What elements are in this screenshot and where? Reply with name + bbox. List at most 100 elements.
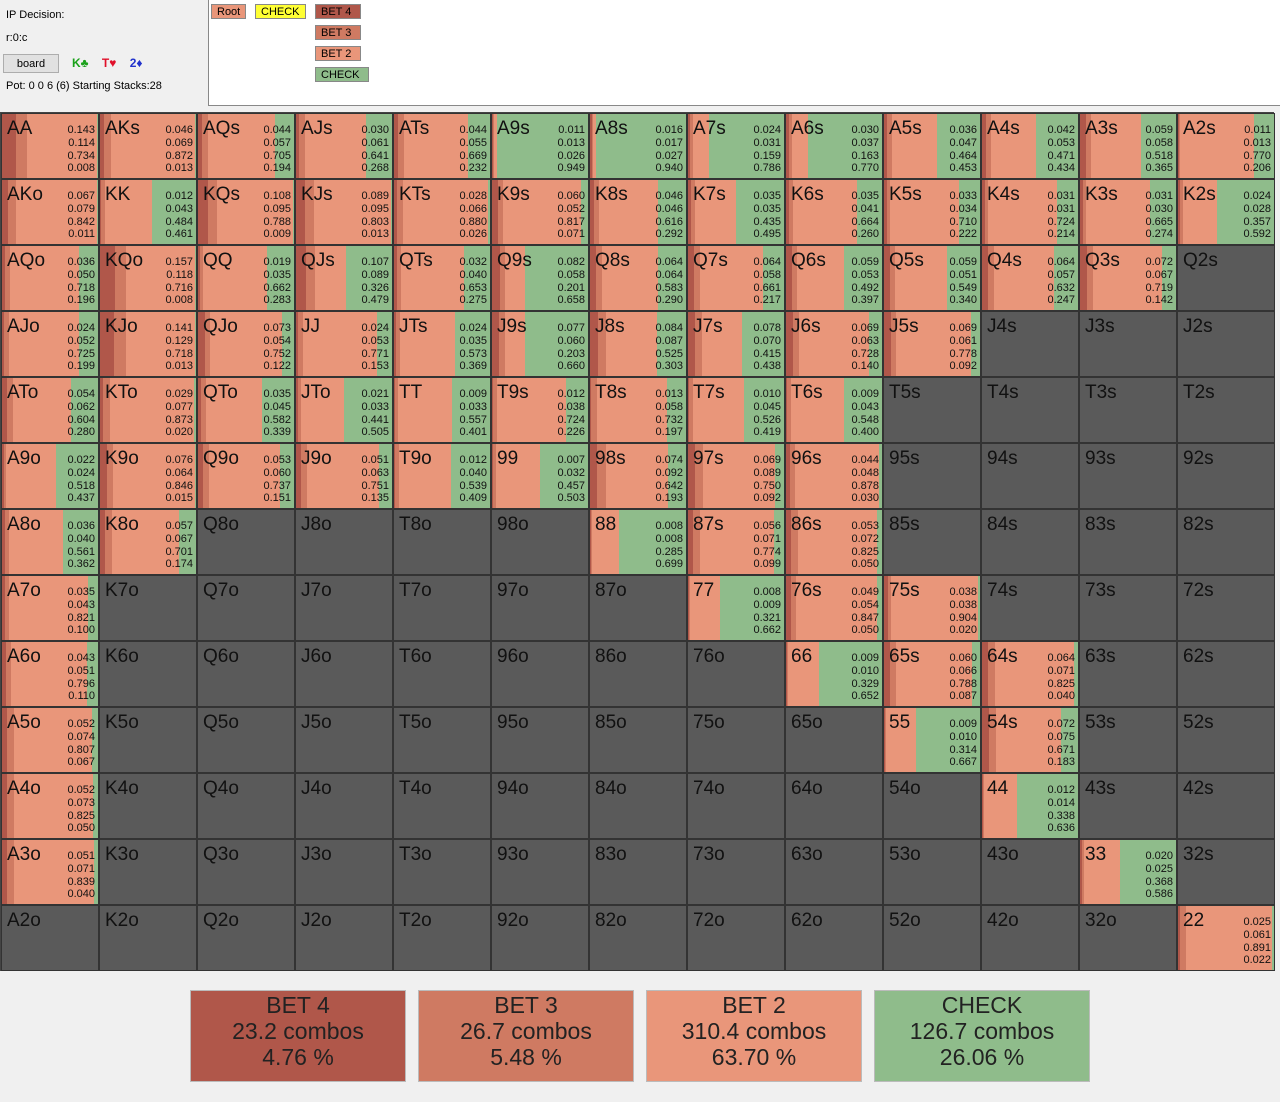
hand-cell[interactable]: 83o [589,839,687,905]
hand-cell[interactable]: AKs 0.046 0.069 0.872 0.013 [99,113,197,179]
hand-cell[interactable]: A5o 0.052 0.074 0.807 0.067 [1,707,99,773]
hand-cell[interactable]: KTs 0.028 0.066 0.880 0.026 [393,179,491,245]
hand-cell[interactable]: AQo 0.036 0.050 0.718 0.196 [1,245,99,311]
hand-cell[interactable]: J3s [1079,311,1177,377]
hand-cell[interactable]: T8s 0.013 0.058 0.732 0.197 [589,377,687,443]
hand-cell[interactable]: Q5s 0.059 0.051 0.549 0.340 [883,245,981,311]
hand-cell[interactable]: TT 0.009 0.033 0.557 0.401 [393,377,491,443]
hand-cell[interactable]: 65o [785,707,883,773]
hand-cell[interactable]: QTo 0.035 0.045 0.582 0.339 [197,377,295,443]
hand-cell[interactable]: J5s 0.069 0.061 0.778 0.092 [883,311,981,377]
hand-cell[interactable]: 42o [981,905,1079,971]
hand-cell[interactable]: 82s [1177,509,1275,575]
hand-cell[interactable]: KK 0.012 0.043 0.484 0.461 [99,179,197,245]
hand-cell[interactable]: Q3s 0.072 0.067 0.719 0.142 [1079,245,1177,311]
hand-cell[interactable]: KQs 0.108 0.095 0.788 0.009 [197,179,295,245]
hand-cell[interactable]: K6o [99,641,197,707]
hand-cell[interactable]: A6s 0.030 0.037 0.163 0.770 [785,113,883,179]
hand-cell[interactable]: 74o [687,773,785,839]
hand-cell[interactable]: JJ 0.024 0.053 0.771 0.153 [295,311,393,377]
hand-cell[interactable]: 62o [785,905,883,971]
hand-cell[interactable]: 64o [785,773,883,839]
hand-cell[interactable]: J8o [295,509,393,575]
hand-cell[interactable]: 92o [491,905,589,971]
hand-cell[interactable]: Q4s 0.064 0.057 0.632 0.247 [981,245,1079,311]
hand-cell[interactable]: 87o [589,575,687,641]
tree-node-check-response[interactable]: CHECK [315,67,369,82]
hand-cell[interactable]: 98s 0.074 0.092 0.642 0.193 [589,443,687,509]
hand-cell[interactable]: KQo 0.157 0.118 0.716 0.008 [99,245,197,311]
hand-cell[interactable]: 85o [589,707,687,773]
hand-cell[interactable]: J7s 0.078 0.070 0.415 0.438 [687,311,785,377]
hand-cell[interactable]: J2o [295,905,393,971]
hand-cell[interactable]: KJo 0.141 0.129 0.718 0.013 [99,311,197,377]
hand-cell[interactable]: 53o [883,839,981,905]
hand-cell[interactable]: Q8o [197,509,295,575]
hand-cell[interactable]: A5s 0.036 0.047 0.464 0.453 [883,113,981,179]
hand-cell[interactable]: AQs 0.044 0.057 0.705 0.194 [197,113,295,179]
hand-cell[interactable]: K2o [99,905,197,971]
hand-cell[interactable]: T2s [1177,377,1275,443]
hand-cell[interactable]: 95s [883,443,981,509]
hand-cell[interactable]: T9s 0.012 0.038 0.724 0.226 [491,377,589,443]
hand-cell[interactable]: 95o [491,707,589,773]
hand-cell[interactable]: K8o 0.057 0.067 0.701 0.174 [99,509,197,575]
hand-cell[interactable]: ATs 0.044 0.055 0.669 0.232 [393,113,491,179]
hand-cell[interactable]: T5s [883,377,981,443]
hand-cell[interactable]: J6s 0.069 0.063 0.728 0.140 [785,311,883,377]
tree-node-bet2[interactable]: BET 2 [315,46,361,61]
hand-cell[interactable]: Q2s [1177,245,1275,311]
hand-cell[interactable]: A4o 0.052 0.073 0.825 0.050 [1,773,99,839]
hand-cell[interactable]: K3o [99,839,197,905]
hand-cell[interactable]: K6s 0.035 0.041 0.664 0.260 [785,179,883,245]
hand-cell[interactable]: T8o [393,509,491,575]
hand-cell[interactable]: T3o [393,839,491,905]
hand-cell[interactable]: J3o [295,839,393,905]
hand-cell[interactable]: 73s [1079,575,1177,641]
hand-cell[interactable]: 54s 0.072 0.075 0.671 0.183 [981,707,1079,773]
hand-cell[interactable]: 52o [883,905,981,971]
tree-node-check[interactable]: CHECK [255,4,306,19]
hand-cell[interactable]: 96s 0.044 0.048 0.878 0.030 [785,443,883,509]
hand-cell[interactable]: 72o [687,905,785,971]
hand-cell[interactable]: 86s 0.053 0.072 0.825 0.050 [785,509,883,575]
hand-cell[interactable]: A3o 0.051 0.071 0.839 0.040 [1,839,99,905]
hand-cell[interactable]: QQ 0.019 0.035 0.662 0.283 [197,245,295,311]
hand-cell[interactable]: 84o [589,773,687,839]
hand-cell[interactable]: J4s [981,311,1079,377]
hand-cell[interactable]: 97s 0.069 0.089 0.750 0.092 [687,443,785,509]
hand-cell[interactable]: Q7o [197,575,295,641]
hand-cell[interactable]: T2o [393,905,491,971]
hand-cell[interactable]: J9s 0.077 0.060 0.203 0.660 [491,311,589,377]
hand-cell[interactable]: 77 0.008 0.009 0.321 0.662 [687,575,785,641]
hand-cell[interactable]: A8o 0.036 0.040 0.561 0.362 [1,509,99,575]
hand-cell[interactable]: Q4o [197,773,295,839]
board-button[interactable]: board [3,54,59,73]
hand-cell[interactable]: 93o [491,839,589,905]
hand-cell[interactable]: T7o [393,575,491,641]
hand-cell[interactable]: 66 0.009 0.010 0.329 0.652 [785,641,883,707]
hand-cell[interactable]: KTo 0.029 0.077 0.873 0.020 [99,377,197,443]
hand-cell[interactable]: T9o 0.012 0.040 0.539 0.409 [393,443,491,509]
hand-cell[interactable]: 43o [981,839,1079,905]
hand-cell[interactable]: 86o [589,641,687,707]
tree-node-bet3[interactable]: BET 3 [315,25,361,40]
hand-cell[interactable]: T4s [981,377,1079,443]
tree-node-bet4[interactable]: BET 4 [315,4,361,19]
hand-cell[interactable]: 63s [1079,641,1177,707]
hand-cell[interactable]: 63o [785,839,883,905]
hand-cell[interactable]: Q2o [197,905,295,971]
hand-cell[interactable]: AA 0.143 0.114 0.734 0.008 [1,113,99,179]
hand-cell[interactable]: 65s 0.060 0.066 0.788 0.087 [883,641,981,707]
hand-cell[interactable]: 94o [491,773,589,839]
hand-cell[interactable]: A2o [1,905,99,971]
hand-cell[interactable]: 83s [1079,509,1177,575]
hand-cell[interactable]: 44 0.012 0.014 0.338 0.636 [981,773,1079,839]
hand-cell[interactable]: A3s 0.059 0.058 0.518 0.365 [1079,113,1177,179]
hand-cell[interactable]: 85s [883,509,981,575]
hand-cell[interactable]: Q6o [197,641,295,707]
hand-cell[interactable]: 88 0.008 0.008 0.285 0.699 [589,509,687,575]
hand-cell[interactable]: A7s 0.024 0.031 0.159 0.786 [687,113,785,179]
hand-cell[interactable]: KJs 0.089 0.095 0.803 0.013 [295,179,393,245]
hand-cell[interactable]: 98o [491,509,589,575]
